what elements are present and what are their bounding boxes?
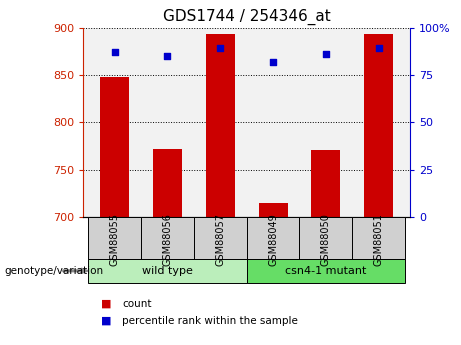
Bar [153, 149, 182, 345]
Point [217, 46, 224, 51]
Bar [100, 77, 129, 345]
Text: GSM88049: GSM88049 [268, 214, 278, 266]
Text: genotype/variation: genotype/variation [5, 266, 104, 276]
Point [322, 51, 330, 57]
Text: GSM88051: GSM88051 [373, 213, 384, 266]
Bar [311, 150, 340, 345]
Point [111, 49, 118, 55]
Bar [206, 34, 235, 345]
Text: percentile rank within the sample: percentile rank within the sample [122, 316, 298, 326]
Text: csn4-1 mutant: csn4-1 mutant [285, 266, 366, 276]
Text: GSM88057: GSM88057 [215, 213, 225, 266]
Point [375, 46, 382, 51]
Text: GSM88055: GSM88055 [110, 213, 120, 266]
Text: GSM88056: GSM88056 [162, 213, 172, 266]
Bar [259, 203, 288, 345]
Point [164, 53, 171, 59]
Text: ■: ■ [101, 299, 112, 308]
Bar [364, 34, 393, 345]
Text: GSM88050: GSM88050 [321, 213, 331, 266]
Point [269, 59, 277, 65]
Text: count: count [122, 299, 152, 308]
Title: GDS1744 / 254346_at: GDS1744 / 254346_at [163, 9, 331, 25]
Text: wild type: wild type [142, 266, 193, 276]
Text: ■: ■ [101, 316, 112, 326]
